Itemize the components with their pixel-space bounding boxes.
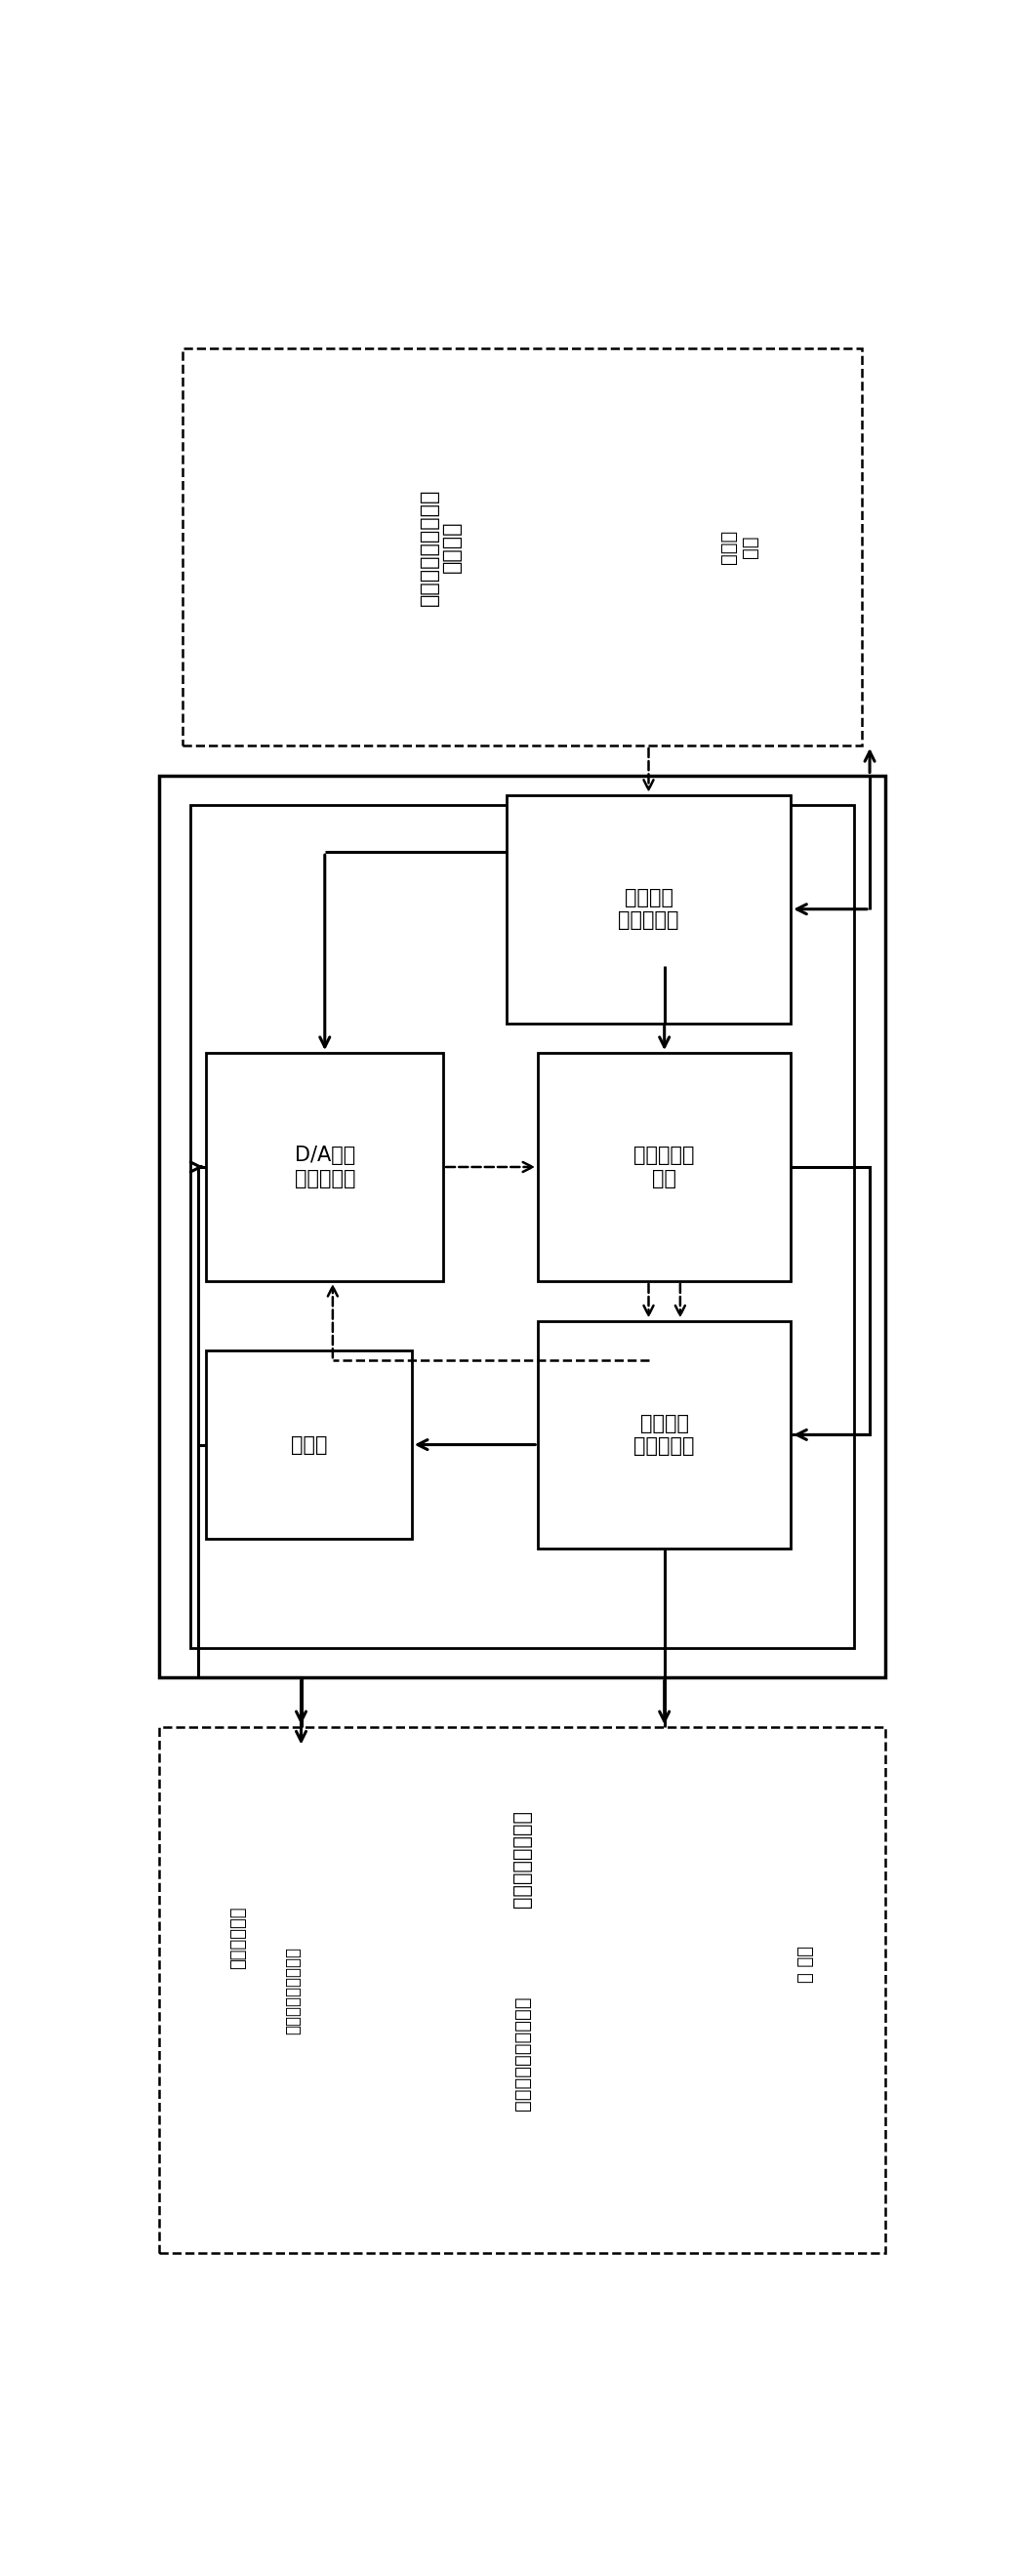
FancyBboxPatch shape <box>191 804 854 1649</box>
FancyBboxPatch shape <box>182 348 862 744</box>
FancyBboxPatch shape <box>206 1350 412 1538</box>
Text: 含电源隔离模块电路: 含电源隔离模块电路 <box>284 1947 302 2035</box>
Text: 电流采样
及调理电路: 电流采样 及调理电路 <box>634 1414 695 1455</box>
Text: 数字隔离
及整形电路: 数字隔离 及整形电路 <box>619 889 679 930</box>
FancyBboxPatch shape <box>538 1321 791 1548</box>
Text: 目标设备（负载）: 目标设备（负载） <box>513 1811 532 1909</box>
Text: 基准源: 基准源 <box>290 1435 327 1455</box>
Text: 一路电源供电: 一路电源供电 <box>229 1906 247 1968</box>
FancyBboxPatch shape <box>159 775 886 1677</box>
FancyBboxPatch shape <box>538 1054 791 1280</box>
FancyBboxPatch shape <box>159 1728 886 2254</box>
Text: D/A转换
及驱动电路: D/A转换 及驱动电路 <box>294 1146 356 1188</box>
Text: 信号输
出端: 信号输 出端 <box>719 531 759 564</box>
FancyBboxPatch shape <box>206 1054 443 1280</box>
Text: （数字量控制信号）
由单片机: （数字量控制信号） 由单片机 <box>420 489 462 605</box>
Text: 数字量控制恒流源模块: 数字量控制恒流源模块 <box>513 1996 532 2110</box>
Text: 十 电源: 十 电源 <box>798 1945 815 1984</box>
FancyBboxPatch shape <box>506 796 791 1023</box>
Text: 精密电流源
电路: 精密电流源 电路 <box>634 1146 695 1188</box>
